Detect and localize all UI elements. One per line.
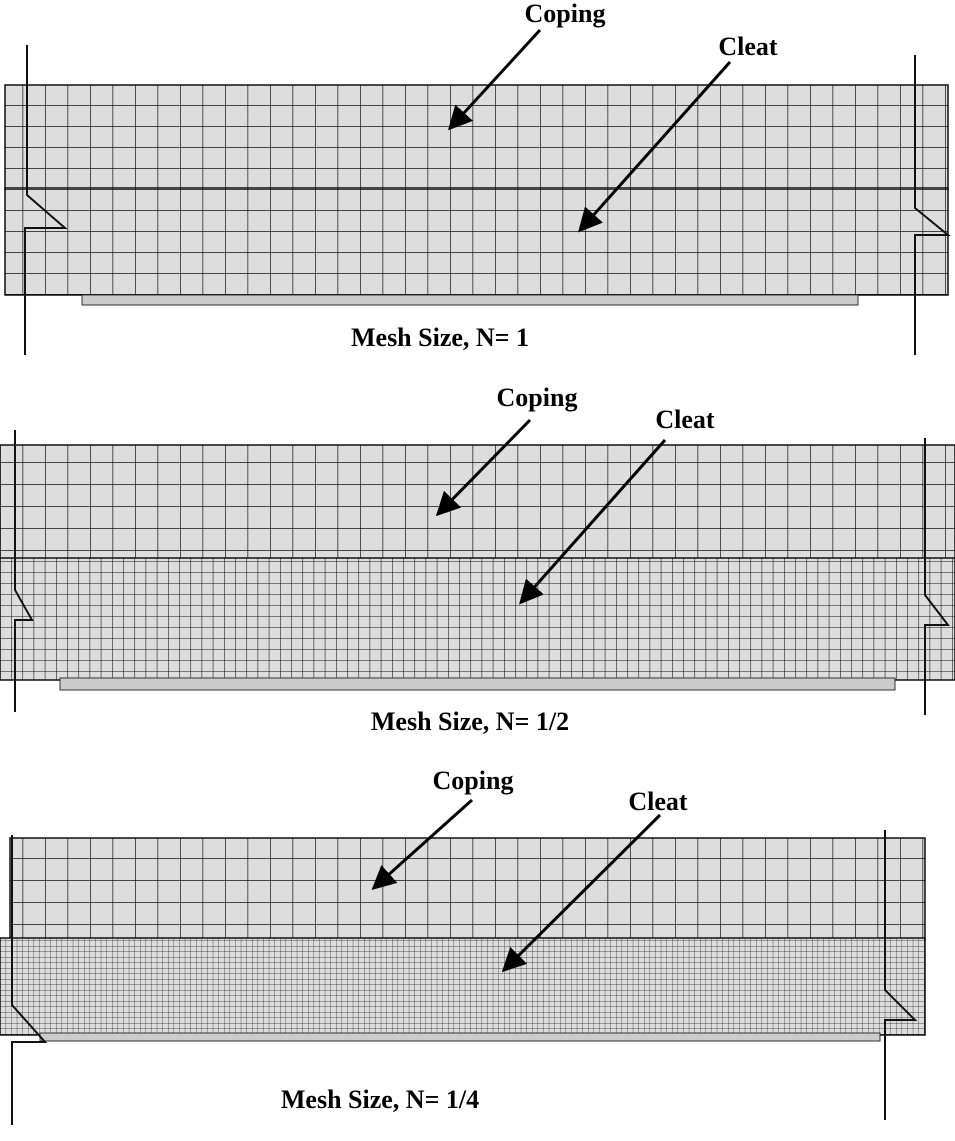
bearing-strip: [40, 1033, 880, 1041]
cleat-mesh: [5, 188, 948, 295]
caption: Mesh Size, N= 1: [351, 323, 529, 352]
coping-label: Coping: [433, 766, 514, 795]
cleat-mesh: [0, 558, 955, 680]
panel-1: Coping Cleat Mesh Size, N= 1: [5, 0, 948, 355]
cleat-mesh: [0, 938, 925, 1035]
coping-mesh: [0, 445, 955, 560]
coping-label: Coping: [497, 383, 578, 412]
bearing-strip: [60, 678, 895, 690]
mesh-figure: Coping Cleat Mesh Size, N= 1 Coping Clea…: [0, 0, 955, 1141]
coping-label: Coping: [525, 0, 606, 28]
panel-3: Coping Cleat Mesh Size, N= 1/4: [0, 766, 925, 1125]
caption: Mesh Size, N= 1/4: [281, 1085, 479, 1114]
coping-mesh: [10, 838, 925, 940]
cleat-label: Cleat: [655, 405, 715, 434]
bearing-strip: [82, 295, 858, 305]
cleat-label: Cleat: [718, 32, 778, 61]
panel-2: Coping Cleat Mesh Size, N= 1/2: [0, 383, 955, 736]
cleat-label: Cleat: [628, 787, 688, 816]
caption: Mesh Size, N= 1/2: [371, 707, 569, 736]
